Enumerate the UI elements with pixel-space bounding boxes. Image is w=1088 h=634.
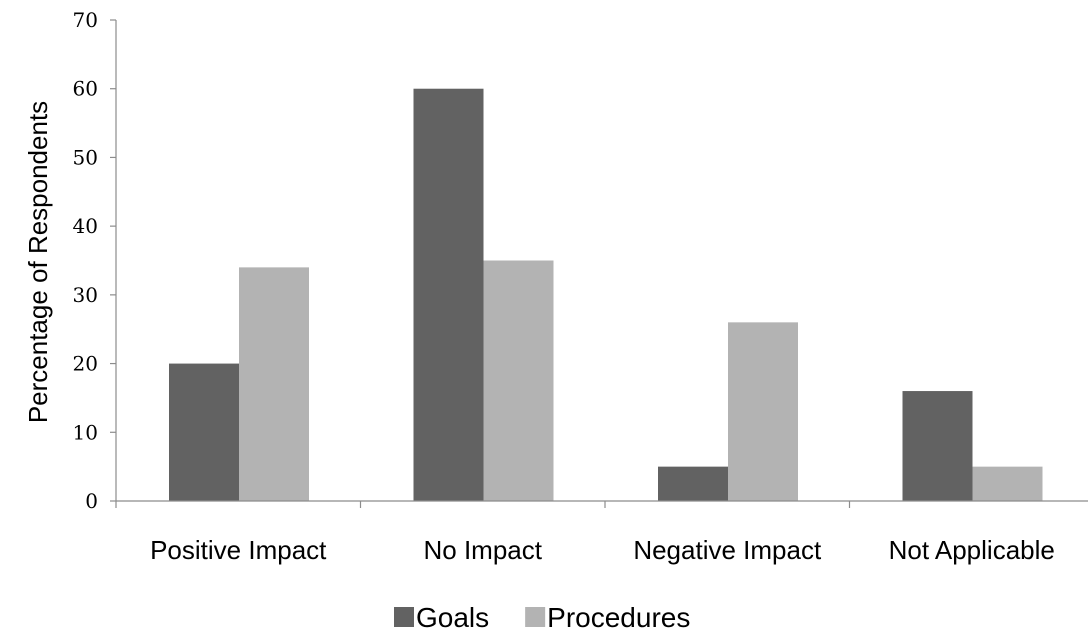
bar-goals-positive-impact (169, 363, 239, 501)
x-category-labels: Positive Impact No Impact Negative Impact N… (150, 535, 1055, 565)
bar-procedures-positive-impact (239, 267, 309, 501)
bar-procedures-not-applicable (972, 466, 1043, 501)
x-category-label: No Impact (424, 535, 543, 565)
bars-group (169, 88, 1043, 501)
bar-goals-negative-impact (658, 466, 728, 501)
legend-swatch-procedures (525, 607, 546, 627)
bar-procedures-negative-impact (728, 322, 798, 501)
legend: Goals Procedures (394, 602, 690, 633)
y-axis-title: Percentage of Respondents (23, 101, 53, 423)
y-tick-label: 60 (73, 77, 98, 101)
y-tick-label: 20 (73, 352, 98, 376)
y-tick-labels: 0 10 20 30 40 50 60 70 (73, 8, 98, 513)
x-category-label: Not Applicable (889, 535, 1055, 565)
y-tick-label: 50 (73, 145, 98, 169)
x-category-label: Negative Impact (633, 535, 822, 565)
bar-goals-no-impact (413, 88, 484, 501)
y-tick-label: 0 (85, 489, 98, 513)
x-category-label: Positive Impact (150, 535, 327, 565)
legend-label-goals: Goals (416, 602, 489, 633)
y-tick-label: 30 (73, 283, 98, 307)
bar-goals-not-applicable (902, 391, 973, 501)
bar-procedures-no-impact (483, 260, 554, 501)
axes-group (110, 19, 1088, 508)
legend-label-procedures: Procedures (547, 602, 690, 633)
y-tick-label: 70 (73, 8, 98, 32)
y-tick-label: 10 (73, 420, 98, 444)
y-tick-label: 40 (73, 214, 98, 238)
legend-swatch-goals (394, 607, 414, 627)
